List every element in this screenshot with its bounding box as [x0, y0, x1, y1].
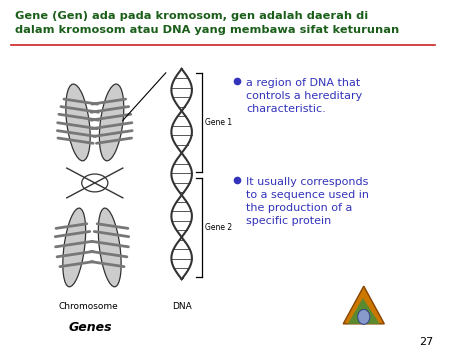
Ellipse shape: [63, 208, 86, 287]
Text: It usually corresponds: It usually corresponds: [246, 177, 368, 187]
Polygon shape: [343, 286, 384, 324]
Text: 27: 27: [419, 337, 433, 347]
Text: controls a hereditary: controls a hereditary: [246, 91, 362, 101]
Ellipse shape: [100, 84, 124, 161]
Text: the production of a: the production of a: [246, 203, 353, 213]
Ellipse shape: [358, 310, 370, 324]
Text: Chromosome: Chromosome: [58, 302, 118, 311]
Text: Gene (Gen) ada pada kromosom, gen adalah daerah di: Gene (Gen) ada pada kromosom, gen adalah…: [15, 11, 369, 21]
Ellipse shape: [82, 174, 108, 192]
Text: specific protein: specific protein: [246, 216, 331, 226]
Ellipse shape: [98, 208, 121, 287]
Text: Genes: Genes: [68, 321, 112, 334]
Text: characteristic.: characteristic.: [246, 104, 326, 114]
Text: DNA: DNA: [172, 302, 191, 311]
Text: a region of DNA that: a region of DNA that: [246, 78, 360, 88]
Text: Gene 1: Gene 1: [205, 118, 232, 127]
Text: dalam kromosom atau DNA yang membawa sifat keturunan: dalam kromosom atau DNA yang membawa sif…: [15, 25, 400, 35]
Ellipse shape: [66, 84, 90, 161]
Text: Gene 2: Gene 2: [205, 223, 232, 232]
Text: to a sequence used in: to a sequence used in: [246, 190, 369, 200]
Polygon shape: [348, 298, 380, 324]
